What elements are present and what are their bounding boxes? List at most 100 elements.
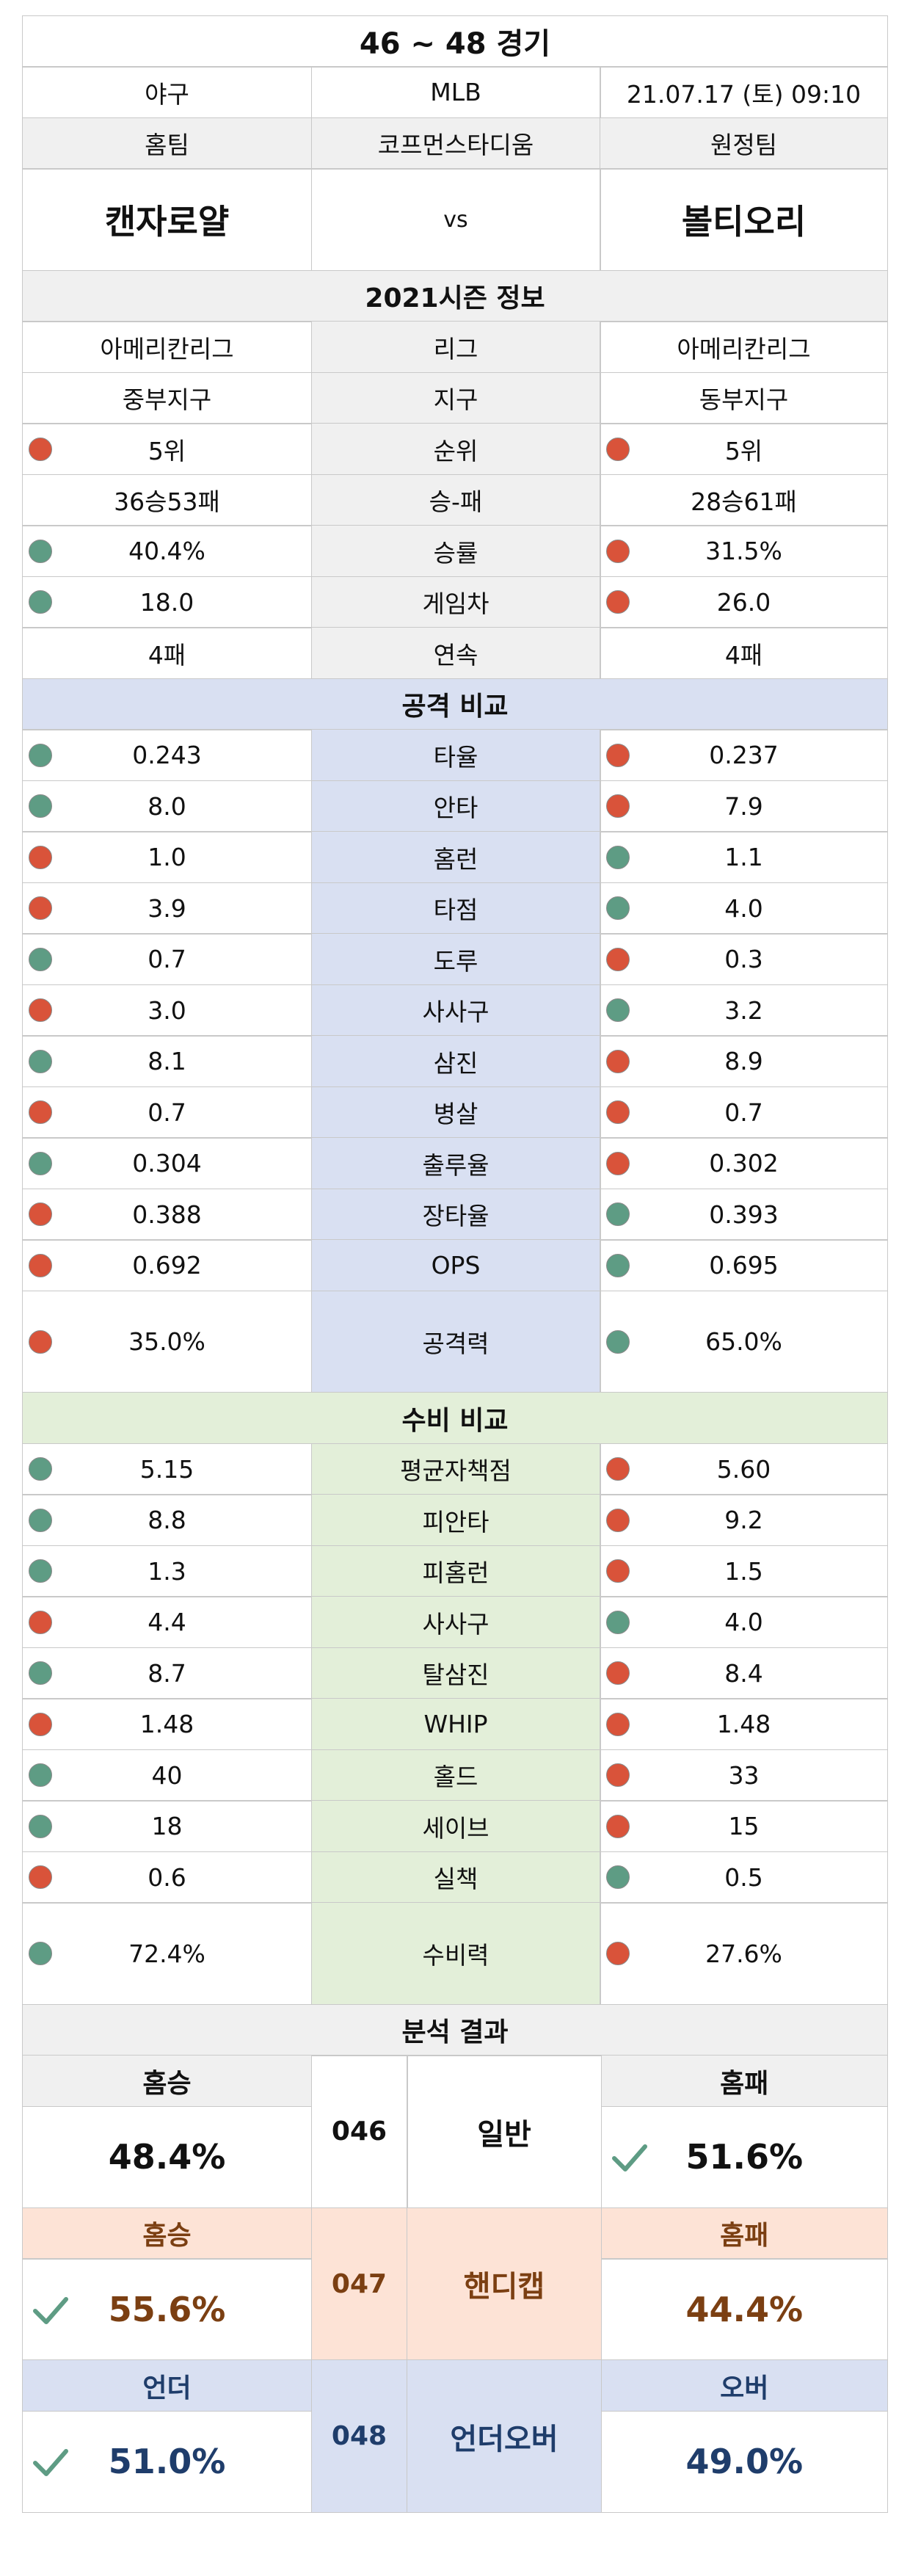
status-dot-icon (29, 1814, 52, 1838)
status-dot-icon (606, 845, 630, 869)
stat-away-value: 5.60 (600, 1443, 888, 1495)
attack-power-label: 공격력 (310, 1290, 601, 1393)
status-dot-icon (606, 1712, 630, 1736)
status-dot-icon (606, 590, 630, 614)
handicap-code: 047 (310, 2207, 408, 2361)
underover-type: 언더오버 (407, 2359, 602, 2513)
stat-row: 8.7 탈삼진 8.4 (22, 1647, 888, 1699)
status-dot-icon (606, 437, 630, 461)
stat-label: 지구 (310, 371, 601, 424)
stat-row: 0.304 출루율 0.302 (22, 1137, 888, 1189)
underover-home-label: 언더 (22, 2359, 312, 2412)
underover-away-label: 오버 (600, 2359, 888, 2412)
stat-away-value: 7.9 (600, 780, 888, 832)
status-dot-icon (29, 1049, 52, 1073)
underover-home-pct: 51.0% (22, 2410, 312, 2513)
stat-row: 4.4 사사구 4.0 (22, 1596, 888, 1648)
stat-row: 0.692 OPS 0.695 (22, 1239, 888, 1291)
stat-label: 안타 (310, 780, 601, 832)
stat-row: 36승53패 승-패 28승61패 (22, 474, 888, 526)
status-dot-icon (29, 1865, 52, 1889)
away-team-label: 원정팀 (600, 117, 888, 170)
status-dot-icon (29, 998, 52, 1022)
stat-home-value: 0.692 (22, 1239, 312, 1291)
defense-rows: 5.15 평균자책점 5.60 8.8 피안타 9.2 1.3 피홈런 1.5 4.4 사사구 4.0… (22, 1443, 888, 1904)
stat-label: 연속 (310, 627, 601, 679)
status-dot-icon (606, 1865, 630, 1889)
status-dot-icon (606, 1253, 630, 1277)
stat-home-value: 1.3 (22, 1545, 312, 1597)
stat-label: 승률 (310, 525, 601, 577)
status-dot-icon (29, 1559, 52, 1583)
home-team-name: 캔자로얄 (22, 168, 312, 271)
stat-home-value: 5위 (22, 423, 312, 475)
stat-away-value: 0.7 (600, 1086, 888, 1139)
stat-label: 사사구 (310, 984, 601, 1037)
status-dot-icon (606, 539, 630, 563)
status-dot-icon (29, 743, 52, 767)
stat-label: 세이브 (310, 1800, 601, 1852)
stat-label: 타점 (310, 882, 601, 935)
stat-home-value: 0.7 (22, 1086, 312, 1139)
normal-home-label: 홈승 (22, 2055, 312, 2107)
stat-home-value: 1.48 (22, 1698, 312, 1750)
stat-home-value: 36승53패 (22, 474, 312, 526)
normal-type: 일반 (407, 2055, 602, 2208)
stat-label: 평균자책점 (310, 1443, 601, 1495)
stat-home-value: 0.7 (22, 933, 312, 985)
analysis-underover: 언더 51.0% 048 언더오버 오버 49.0% (22, 2359, 888, 2513)
stat-away-value: 0.302 (600, 1137, 888, 1189)
stat-label: 타율 (310, 729, 601, 781)
status-dot-icon (29, 1457, 52, 1481)
status-dot-icon (29, 845, 52, 869)
status-dot-icon (29, 1661, 52, 1685)
sport-label: 야구 (22, 66, 312, 118)
stat-home-value: 4.4 (22, 1596, 312, 1648)
stat-home-value: 18.0 (22, 576, 312, 628)
status-dot-icon (606, 1942, 630, 1965)
stat-row: 8.1 삼진 8.9 (22, 1035, 888, 1087)
stat-label: 사사구 (310, 1596, 601, 1648)
stat-home-value: 40.4% (22, 525, 312, 577)
status-dot-icon (29, 1712, 52, 1736)
normal-away-pct: 51.6% (600, 2105, 888, 2208)
stat-label: 리그 (310, 321, 601, 373)
stat-away-value: 아메리칸리그 (600, 321, 888, 373)
stat-away-value: 31.5% (600, 525, 888, 577)
analysis-normal: 홈승 48.4% 046 일반 홈패 51.6% (22, 2055, 888, 2208)
stat-away-value: 0.3 (600, 933, 888, 985)
league-label: MLB (310, 66, 601, 118)
stat-home-value: 40 (22, 1749, 312, 1802)
stat-row: 1.0 홈런 1.1 (22, 831, 888, 883)
stat-away-value: 28승61패 (600, 474, 888, 526)
status-dot-icon (29, 1610, 52, 1634)
stat-label: 병살 (310, 1086, 601, 1139)
normal-code: 046 (310, 2055, 408, 2208)
stat-home-value: 0.304 (22, 1137, 312, 1189)
status-dot-icon (29, 437, 52, 461)
analysis-section-title: 분석 결과 (22, 2003, 888, 2056)
match-datetime: 21.07.17 (토) 09:10 (600, 66, 888, 118)
status-dot-icon (29, 590, 52, 614)
stat-label: 게임차 (310, 576, 601, 628)
stat-away-value: 33 (600, 1749, 888, 1802)
stat-row: 40 홀드 33 (22, 1749, 888, 1802)
stat-home-value: 4패 (22, 627, 312, 679)
underover-code: 048 (310, 2359, 408, 2513)
stat-row: 1.3 피홈런 1.5 (22, 1545, 888, 1597)
attack-rows: 0.243 타율 0.237 8.0 안타 7.9 1.0 홈런 1.1 3.9 타점 4.0 0.7 도… (22, 729, 888, 1291)
status-dot-icon (606, 1610, 630, 1634)
status-dot-icon (29, 794, 52, 818)
stat-row: 아메리칸리그 리그 아메리칸리그 (22, 321, 888, 373)
stat-label: 실책 (310, 1851, 601, 1904)
stat-away-value: 1.1 (600, 831, 888, 883)
stat-row: 8.0 안타 7.9 (22, 780, 888, 832)
stat-away-value: 1.5 (600, 1545, 888, 1597)
stat-row: 0.388 장타율 0.393 (22, 1188, 888, 1241)
home-team-label: 홈팀 (22, 117, 312, 170)
stat-away-value: 15 (600, 1800, 888, 1852)
stat-away-value: 8.9 (600, 1035, 888, 1087)
status-dot-icon (606, 1814, 630, 1838)
season-rows: 아메리칸리그 리그 아메리칸리그 중부지구 지구 동부지구 5위 순위 5위 36승53패 승-패 2… (22, 321, 888, 679)
stat-home-value: 아메리칸리그 (22, 321, 312, 373)
